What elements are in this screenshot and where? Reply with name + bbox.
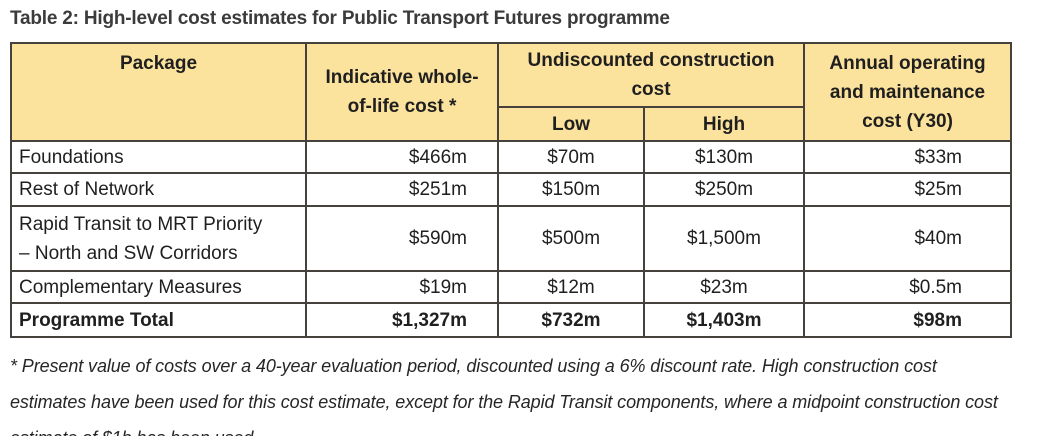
package-cell: Rest of Network [10, 172, 307, 207]
construction-high-cell: $1,403m [643, 302, 805, 338]
package-cell: Foundations [10, 140, 307, 174]
col-header-package: Package [10, 42, 307, 142]
whole-of-life-cost-cell: $251m [305, 172, 499, 207]
annual-cost-cell: $0.5m [803, 270, 1012, 304]
construction-low-cell: $150m [497, 172, 645, 207]
whole-of-life-cost-cell: $590m [305, 205, 499, 272]
header-row-1: Package Indicative whole- of-life cost *… [10, 42, 1012, 142]
footnote: * Present value of costs over a 40-year … [10, 356, 998, 436]
package-cell: Programme Total [10, 302, 307, 338]
whole-of-life-cost-cell: $1,327m [305, 302, 499, 338]
col-header-high: High [643, 106, 805, 142]
table-caption: Table 2: High-level cost estimates for P… [10, 8, 670, 29]
col-header-undiscounted-construction-cost: Undiscounted construction cost [497, 42, 805, 108]
table-row-programme-total: Programme Total $1,327m $732m $1,403m $9… [10, 302, 1012, 338]
cost-table: Package Indicative whole- of-life cost *… [10, 42, 1012, 338]
table-row-rapid-transit: Rapid Transit to MRT Priority – North an… [10, 205, 1012, 272]
col-header-whole-of-life-cost: Indicative whole- of-life cost * [305, 42, 499, 142]
package-cell: Complementary Measures [10, 270, 307, 304]
construction-high-cell: $250m [643, 172, 805, 207]
col-header-low: Low [497, 106, 645, 142]
construction-high-cell: $130m [643, 140, 805, 174]
annual-cost-cell: $98m [803, 302, 1012, 338]
table-row-complementary-measures: Complementary Measures $19m $12m $23m $0… [10, 270, 1012, 304]
whole-of-life-cost-cell: $19m [305, 270, 499, 304]
construction-high-cell: $23m [643, 270, 805, 304]
annual-cost-cell: $33m [803, 140, 1012, 174]
col-header-annual-operating-maintenance-cost: Annual operating and maintenance cost (Y… [803, 42, 1012, 142]
construction-low-cell: $500m [497, 205, 645, 272]
construction-high-cell: $1,500m [643, 205, 805, 272]
package-cell: Rapid Transit to MRT Priority – North an… [10, 205, 307, 272]
construction-low-cell: $732m [497, 302, 645, 338]
construction-low-cell: $12m [497, 270, 645, 304]
annual-cost-cell: $25m [803, 172, 1012, 207]
header-row-2: Low High [11, 106, 1011, 142]
annual-cost-cell: $40m [803, 205, 1012, 272]
table-row-foundations: Foundations $466m $70m $130m $33m [10, 140, 1012, 174]
construction-low-cell: $70m [497, 140, 645, 174]
whole-of-life-cost-cell: $466m [305, 140, 499, 174]
table-row-rest-of-network: Rest of Network $251m $150m $250m $25m [10, 172, 1012, 207]
